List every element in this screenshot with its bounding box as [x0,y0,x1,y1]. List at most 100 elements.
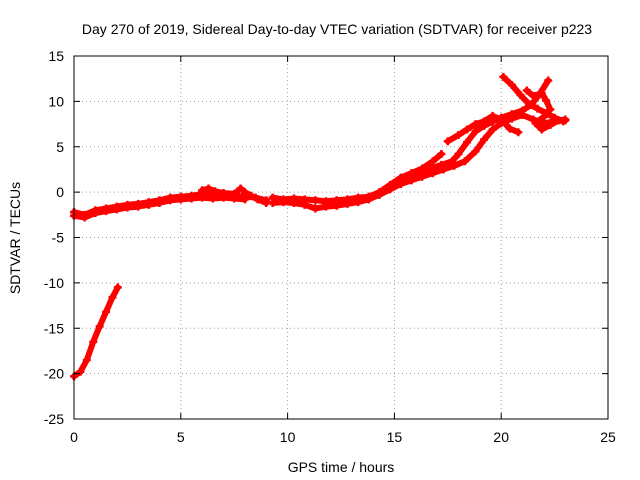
data-point [204,184,213,193]
data-point [405,172,414,181]
data-point [497,115,506,124]
data-point [343,199,352,208]
data-point [546,120,555,129]
data-point [471,120,480,129]
x-axis-label: GPS time / hours [288,459,395,475]
x-tick-label: 5 [177,429,185,445]
y-tick-label: 5 [56,139,64,155]
data-point [507,110,516,119]
data-point [253,195,262,204]
data-point [463,125,472,134]
series-line-track-c [199,185,270,206]
data-point [375,190,384,199]
data-point [499,72,508,81]
data-point [471,147,480,156]
data-point [230,189,239,198]
x-tick-label: 20 [493,429,509,445]
data-point [454,130,463,139]
data-point [488,125,497,134]
data-point [539,112,548,121]
data-point [108,293,117,302]
data-point [426,164,435,173]
data-point [437,160,446,169]
data-point [240,195,249,204]
series-line-track-e [269,112,569,212]
data-point [268,199,277,208]
data-point [144,200,153,209]
axis-ticks: 0 5 10 15 20 25 -25 -20 -15 -10 -5 0 5 10 15 [44,48,616,445]
data-point [208,194,217,203]
data-point [80,213,89,222]
data-point [82,356,91,365]
data-point [210,187,219,196]
y-tick-label: 0 [56,184,64,200]
data-point [394,177,403,186]
data-point [488,111,497,120]
data-point [533,104,542,113]
data-point [531,119,540,128]
data-point [522,86,531,95]
data-point [518,106,527,115]
data-point [166,196,175,205]
data-point [322,202,331,211]
data-point [198,186,207,195]
data-point [187,194,196,203]
data-point [76,367,85,376]
data-point [454,150,463,159]
data-point [279,198,288,207]
data-point [386,185,395,194]
data-point [516,91,525,100]
data-point [471,127,480,136]
y-tick-label: -20 [44,366,64,382]
data-point [448,157,457,166]
data-point [311,196,320,205]
data-point [311,204,320,213]
y-tick-label: 15 [48,48,64,64]
data-point [102,207,111,216]
data-point [300,200,309,209]
data-point [416,169,425,178]
x-tick-label: 10 [280,429,296,445]
data-point [354,198,363,207]
data-point [89,337,98,346]
data-point [198,193,207,202]
y-tick-label: -25 [44,411,64,427]
data-point [91,208,100,217]
data-point [463,138,472,147]
y-tick-label: 10 [48,93,64,109]
data-point [219,189,228,198]
data-point [236,184,245,193]
x-tick-label: 0 [70,429,78,445]
data-point [544,76,553,85]
data-point [290,199,299,208]
data-point [480,117,489,126]
data-point [529,91,538,100]
data-point [428,157,437,166]
data-point [240,188,249,197]
data-point [561,115,570,124]
y-tick-label: -10 [44,275,64,291]
y-axis-label: SDTVAR / TECUs [7,182,23,294]
chart-title: Day 270 of 2019, Sidereal Day-to-day VTE… [82,21,592,37]
data-point [95,322,104,331]
x-tick-label: 25 [600,429,616,445]
data-point [176,195,185,204]
data-point [113,283,122,292]
data-point [514,128,523,137]
x-tick-label: 15 [387,429,403,445]
data-point [542,96,551,105]
data-point [134,202,143,211]
data-point [507,81,516,90]
y-tick-label: -5 [52,230,65,246]
series-group [70,72,570,381]
data-point [480,135,489,144]
data-point [537,89,546,98]
data-point [437,150,446,159]
data-point [505,124,514,133]
data-point [247,191,256,200]
data-point [537,125,546,134]
y-tick-label: -15 [44,320,64,336]
data-point [460,157,469,166]
data-point [155,199,164,208]
